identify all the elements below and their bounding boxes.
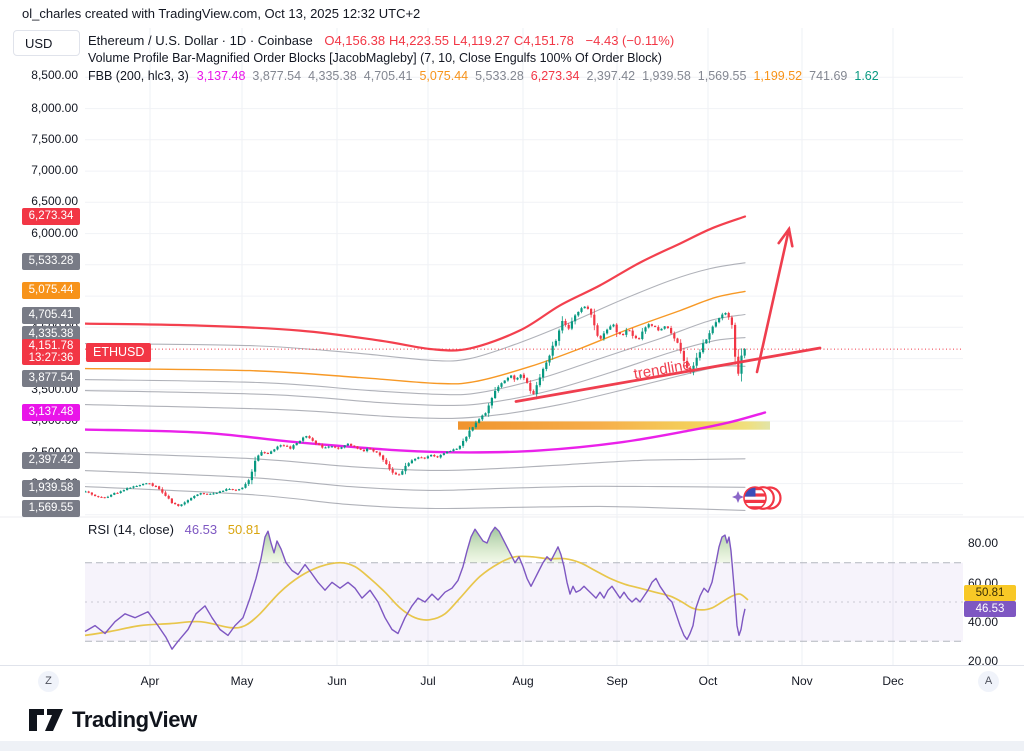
- attribution-text: ol_charles created with TradingView.com,…: [22, 6, 421, 21]
- price-axis-badge: 6,273.34: [22, 207, 80, 225]
- price-axis-badge: 4,335.38: [22, 325, 80, 343]
- fbb-value: 741.69: [809, 69, 848, 83]
- rsi-value: 46.53: [184, 522, 218, 537]
- rsi-axis-badge: 50.81: [964, 585, 1016, 601]
- bottom-margin-strip: [0, 741, 1024, 751]
- rsi-axis-label: 20.00: [968, 654, 999, 668]
- fbb-value: 3,137.48: [196, 69, 246, 83]
- fbb-value: 3,877.54: [252, 69, 302, 83]
- fbb-value: 5,533.28: [475, 69, 524, 83]
- time-axis-month-label: Aug: [512, 674, 534, 688]
- rsi-value-axis[interactable]: 80.00 60.00 40.00 20.00 50.81 46.53: [963, 517, 1024, 668]
- ohlc-item: O4,156.38: [324, 33, 386, 48]
- price-axis-badge: 5,533.28: [22, 252, 80, 270]
- arrow-drawing: [755, 225, 794, 374]
- zoom-out-button[interactable]: Z: [38, 671, 59, 692]
- indicator-legend-fbb[interactable]: FBB (200, hlc3, 3) 3,137.48 3,877.54 4,335.…: [88, 69, 886, 85]
- symbol-legend-row[interactable]: Ethereum / U.S. Dollar · 1D · Coinbase O…: [88, 33, 674, 49]
- change-value: −4.43 (−0.11%): [585, 33, 675, 48]
- rsi-overbought-fill: [464, 527, 521, 563]
- tradingview-logo[interactable]: TradingView: [28, 706, 197, 734]
- ohlc-item: L4,119.27: [453, 33, 510, 48]
- time-axis-month-label: Oct: [698, 674, 718, 688]
- price-axis-badge: 2,397.42: [22, 451, 80, 469]
- fbb-line-fib-1.0-upper: [85, 215, 747, 352]
- rsi-axis-label: 40.00: [968, 615, 999, 629]
- fbb-value: 4,705.41: [363, 69, 413, 83]
- ohlc-item: C4,151.78: [513, 33, 574, 48]
- price-axis-badge: 5,075.44: [22, 281, 80, 299]
- price-axis-badge: 3,137.48: [22, 403, 80, 421]
- price-axis[interactable]: 8,500.00 8,000.00 7,500.00 7,000.00 6,500.00…: [0, 0, 84, 665]
- rsi-axis-label: 80.00: [968, 536, 999, 550]
- rsi-ma-line: [84, 555, 749, 637]
- fbb-line-fib-0.382-lower: [85, 470, 746, 492]
- rsi-overbought-fill: [260, 532, 286, 563]
- rsi-legend-row[interactable]: RSI (14, close) 46.53 50.81: [88, 522, 260, 537]
- price-axis-label: 6,500.00: [31, 194, 78, 208]
- fbb-value: 1,939.58: [642, 69, 691, 83]
- price-axis-badge: 4,151.78 13:27:36: [22, 339, 80, 365]
- price-axis-label: 7,000.00: [31, 163, 78, 177]
- us-flag-globe-icon: [732, 486, 782, 510]
- symbol-title: Ethereum / U.S. Dollar · 1D · Coinbase: [88, 33, 313, 48]
- price-axis-label: 8,500.00: [31, 68, 78, 82]
- indicator-legend-volume-profile[interactable]: Volume Profile Bar-Magnified Order Block…: [88, 51, 662, 67]
- fbb-value: 1,569.55: [697, 69, 747, 83]
- fbb-line-fib-0.382-upper: [85, 337, 746, 406]
- price-axis-badge: 1,939.58: [22, 479, 80, 497]
- fbb-line-fib-0.618-upper: [85, 290, 746, 385]
- fbb-value: 2,397.42: [586, 69, 636, 83]
- indicator-title: Volume Profile Bar-Magnified Order Block…: [88, 51, 662, 65]
- trendline-label: trendline: [632, 356, 692, 383]
- fbb-line-fib-0.5-lower: [85, 486, 746, 511]
- time-axis-month-label: Jun: [327, 674, 347, 688]
- time-axis-month-label: Dec: [882, 674, 904, 688]
- price-axis-label: 8,000.00: [31, 101, 78, 115]
- ohlc-item: H4,223.55: [389, 33, 450, 48]
- fbb-line-basis: [85, 411, 767, 454]
- fbb-value: 1.62: [854, 69, 879, 83]
- price-axis-badge: 3,877.54: [22, 369, 80, 387]
- ohlc-values: O4,156.38 H4,223.55 L4,119.27 C4,151.78: [324, 33, 578, 48]
- rsi-ma-value: 50.81: [227, 522, 261, 537]
- fbb-line-fib-0.236-lower: [85, 452, 746, 472]
- time-axis[interactable]: Apr May Jun Jul Aug Sep Oct Nov Dec Z A: [0, 665, 1024, 697]
- tradingview-logo-text: TradingView: [72, 707, 197, 732]
- price-axis-label: 7,500.00: [31, 132, 78, 146]
- fbb-value: 5,075.44: [419, 69, 469, 83]
- price-axis-badge: 1,569.55: [22, 499, 80, 517]
- fbb-lines: [85, 215, 767, 511]
- symbol-price-flag: ETHUSD: [86, 343, 152, 362]
- tradingview-logo-icon: [29, 709, 63, 731]
- footer-bar: TradingView: [0, 697, 1024, 741]
- rsi-axis-badge: 46.53: [964, 601, 1016, 617]
- time-axis-month-label: May: [230, 674, 254, 688]
- time-axis-month-label: Apr: [140, 674, 160, 688]
- fbb-title: FBB (200, hlc3, 3): [88, 69, 189, 83]
- time-axis-month-label: Sep: [606, 674, 628, 688]
- rsi-title: RSI (14, close): [88, 522, 174, 537]
- fbb-line-fib-0.5-upper: [85, 313, 746, 396]
- fbb-value: 4,335.38: [308, 69, 357, 83]
- rsi-line: [84, 526, 746, 650]
- fbb-line-fib-0.764-upper: [85, 262, 746, 362]
- go-to-end-button[interactable]: A: [978, 671, 999, 692]
- candlestick-series: [85, 305, 746, 507]
- time-axis-month-label: Jul: [420, 674, 436, 688]
- fbb-value: 6,273.34: [530, 69, 580, 83]
- price-axis-label: 6,000.00: [31, 226, 78, 240]
- fbb-value: 1,199.52: [753, 69, 803, 83]
- fbb-values: 3,137.48 3,877.54 4,335.38 4,705.41 5,075.44…: [197, 69, 886, 83]
- order-block: [458, 421, 770, 430]
- currency-toggle-button[interactable]: USD: [13, 30, 80, 56]
- trendline-drawing: [514, 346, 822, 403]
- price-axis-badge: 4,705.41: [22, 306, 80, 324]
- time-axis-month-label: Nov: [791, 674, 813, 688]
